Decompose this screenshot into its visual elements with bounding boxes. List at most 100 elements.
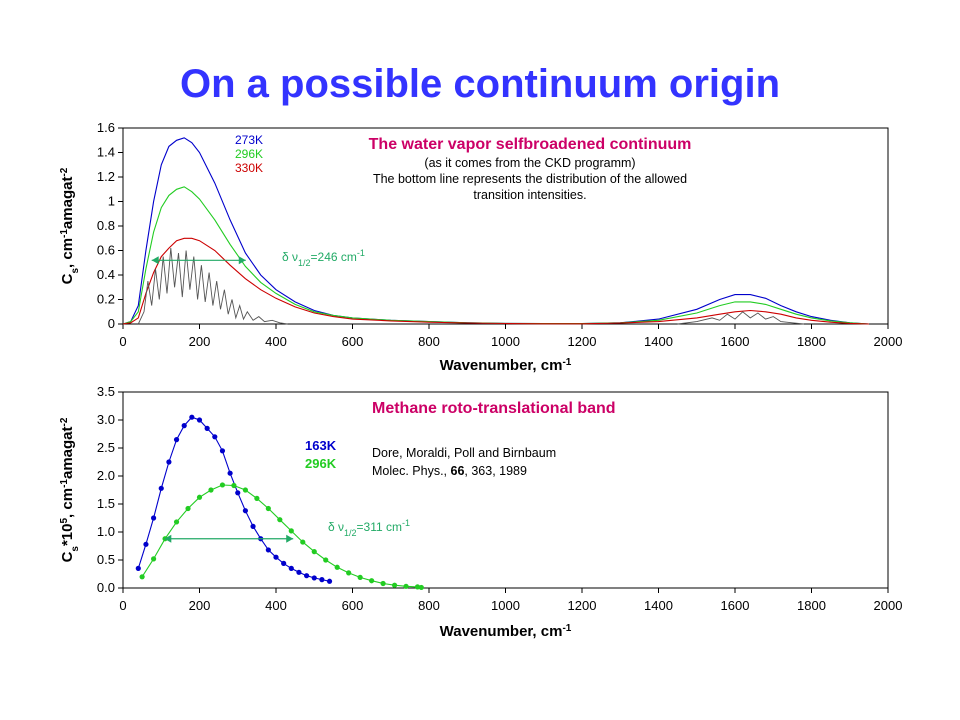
citation: Molec. Phys., 66, 363, 1989	[372, 464, 527, 478]
y-title-part: , cm	[59, 488, 76, 518]
data-point-163K	[151, 515, 157, 521]
series-line-330K	[122, 237, 869, 325]
y-tick-label: 0.0	[97, 580, 115, 595]
plot-frame	[122, 391, 889, 589]
data-point-163K	[250, 523, 256, 530]
data-point-296K	[208, 487, 214, 493]
data-point-163K	[319, 577, 325, 583]
data-point-296K	[151, 556, 157, 562]
data-point-296K	[265, 505, 271, 512]
halfwidth-sub: 1/2	[344, 528, 357, 538]
halfwidth-arrowhead-left	[164, 534, 172, 543]
halfwidth-symbol: δ ν	[282, 250, 298, 264]
annotation-line: transition intensities.	[473, 188, 586, 202]
y-tick-label: 1	[108, 194, 115, 209]
y-tick-label: 0.5	[97, 552, 115, 567]
data-point-296K	[403, 583, 409, 589]
data-point-163K	[204, 425, 210, 431]
y-tick-label: 2.5	[97, 440, 115, 455]
data-point-163K	[235, 490, 241, 496]
x-axis-title-text: Wavenumber, cm	[440, 623, 563, 640]
halfwidth-arrowhead-right	[286, 534, 294, 543]
data-point-163K	[281, 560, 287, 566]
data-point-163K	[288, 565, 294, 572]
x-tick-label: 200	[189, 598, 211, 613]
halfwidth-exp: -1	[402, 518, 410, 528]
legend-entry: 273K	[235, 133, 263, 147]
data-point-163K	[196, 417, 203, 423]
x-tick-label: 1400	[644, 334, 673, 349]
data-point-296K	[346, 570, 352, 576]
data-point-296K	[357, 574, 363, 580]
series-line-transitions	[137, 248, 288, 325]
data-point-163K	[181, 423, 187, 429]
data-point-163K	[135, 565, 141, 572]
citation-suffix: , 363, 1989	[464, 464, 527, 478]
data-point-296K	[196, 494, 203, 500]
y-title-sub: s	[70, 546, 81, 552]
x-tick-label: 400	[265, 334, 287, 349]
data-point-163K	[242, 508, 248, 514]
data-point-163K	[227, 470, 233, 476]
data-point-163K	[173, 437, 180, 443]
y-title-sup: 5	[59, 517, 70, 523]
y-tick-label: 3.0	[97, 412, 115, 427]
x-tick-label: 2000	[874, 598, 903, 613]
halfwidth-exp: -1	[357, 248, 365, 258]
x-tick-label: 800	[418, 598, 440, 613]
data-point-296K	[277, 517, 283, 523]
x-axis-title-exponent: -1	[562, 357, 571, 368]
y-tick-label: 1.6	[97, 120, 115, 135]
halfwidth-value: =246 cm	[311, 250, 357, 264]
x-tick-label: 1400	[644, 598, 673, 613]
series-line-163K	[137, 416, 330, 582]
halfwidth-value: =311 cm	[357, 520, 402, 534]
x-tick-label: 600	[342, 334, 364, 349]
y-axis-title: Cs*105, cm-1amagat-2	[59, 417, 81, 562]
y-title-part: amagat	[59, 177, 76, 230]
series-line-296K	[141, 484, 422, 588]
x-tick-label: 1800	[797, 598, 826, 613]
data-point-163K	[265, 547, 271, 553]
series-line-transitions	[677, 311, 804, 325]
x-tick-label: 1800	[797, 334, 826, 349]
chart-2: 0 200 400 600 800 1000 1200 1400 1600 1800 2000 0.0…	[59, 384, 903, 640]
y-title-part: , cm	[59, 238, 76, 268]
y-tick-label: 0.6	[97, 243, 115, 258]
y-tick-label: 3.5	[97, 384, 115, 399]
chart-1: 0 200 400 600 800 1000 1200 1400 1600 1800 2000 0 0.…	[59, 120, 903, 374]
y-title-part: amagat	[59, 426, 76, 479]
halfwidth-arrowhead-left	[151, 256, 159, 265]
annotation-line: The bottom line represents the distribut…	[373, 172, 687, 186]
y-tick-label: 0.2	[97, 292, 115, 307]
x-axis-title-exponent: -1	[562, 623, 571, 634]
data-point-296K	[391, 582, 398, 588]
data-point-296K	[380, 580, 386, 587]
data-point-163K	[158, 485, 164, 491]
x-tick-label: 0	[119, 598, 126, 613]
x-tick-label: 800	[418, 334, 440, 349]
legend-entry: 163K	[305, 438, 337, 453]
data-point-296K	[173, 519, 180, 525]
data-point-296K	[288, 528, 294, 534]
halfwidth-symbol: δ ν	[328, 520, 344, 534]
data-point-296K	[219, 482, 226, 488]
data-point-163K	[311, 575, 317, 581]
y-title-part: C	[59, 551, 76, 562]
data-point-296K	[311, 549, 317, 555]
data-point-296K	[300, 539, 306, 545]
halfwidth-label: δ ν1/2=246 cm-1	[282, 248, 365, 268]
y-title-sup: -2	[59, 417, 70, 426]
y-tick-label: 0.8	[97, 218, 115, 233]
x-tick-label: 600	[342, 598, 364, 613]
citation-prefix: Molec. Phys.,	[372, 464, 451, 478]
y-tick-label: 2.0	[97, 468, 115, 483]
data-point-296K	[139, 574, 145, 580]
x-tick-label: 1200	[568, 334, 597, 349]
x-tick-label: 1600	[721, 334, 750, 349]
data-point-163K	[326, 578, 333, 584]
data-point-296K	[418, 584, 424, 591]
y-axis-title: Cs, cm-1amagat-2	[59, 167, 81, 284]
x-tick-label: 400	[265, 598, 287, 613]
data-point-296K	[414, 584, 421, 590]
